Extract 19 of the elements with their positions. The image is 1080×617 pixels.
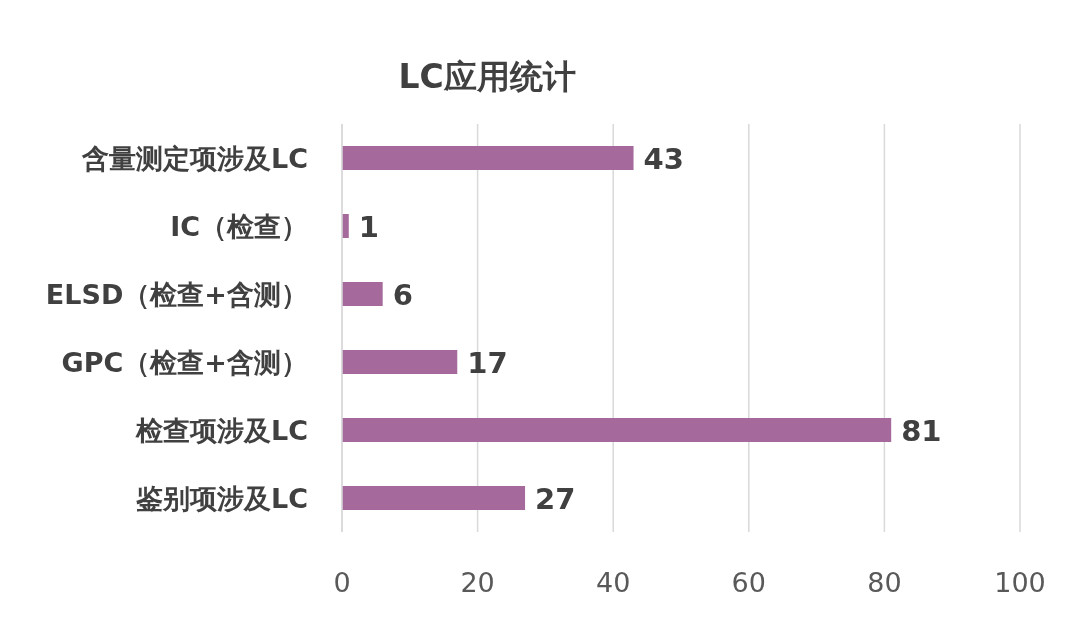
category-label: 含量测定项涉及LC [81,143,308,174]
tick-label-x: 80 [867,567,902,598]
data-label: 81 [901,414,942,448]
tick-label-x: 20 [460,567,495,598]
tick-label-x: 60 [731,567,766,598]
category-label: IC（检查） [170,211,308,242]
tick-label-x: 100 [994,567,1046,598]
tick-label-x: 0 [333,567,351,598]
category-label: 鉴别项涉及LC [135,483,308,514]
category-label: ELSD（检查+含测） [45,279,308,310]
title: LC应用统计 [398,57,576,96]
category-label: 检查项涉及LC [135,415,308,446]
tick-label-x: 40 [596,567,631,598]
data-label: 6 [392,278,413,312]
data-label: 27 [535,482,576,516]
category-label: GPC（检查+含测） [61,347,308,378]
data-label: 43 [643,142,684,176]
data-label: 17 [467,346,508,380]
data-label: 1 [358,210,379,244]
